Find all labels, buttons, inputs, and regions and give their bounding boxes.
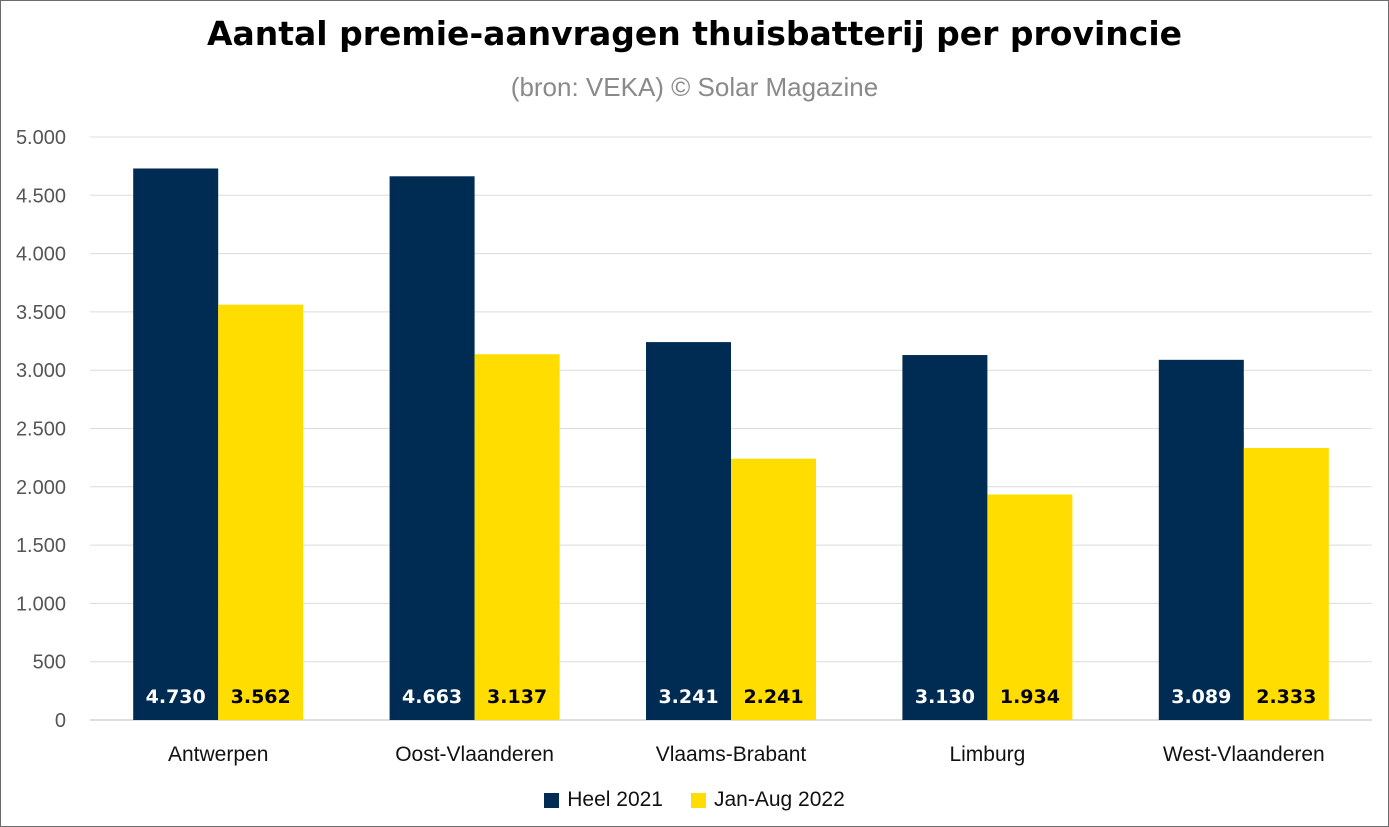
y-tick-label: 3.000 [16, 360, 66, 382]
y-tick-label: 4.000 [16, 244, 66, 266]
y-tick-label: 1.000 [16, 593, 66, 615]
x-category-label: Oost-Vlaanderen [395, 743, 554, 766]
x-category-label: West-Vlaanderen [1163, 743, 1325, 766]
y-tick-label: 500 [33, 652, 66, 674]
x-category-label: Antwerpen [168, 743, 268, 766]
data-label: 4.730 [146, 686, 206, 708]
bar-heel-2021 [389, 176, 475, 721]
bar-jan-aug-2022 [218, 304, 304, 720]
y-tick-label: 2.000 [16, 477, 66, 499]
y-tick-label: 1.500 [16, 535, 66, 557]
y-tick-label: 4.500 [16, 185, 66, 207]
legend-label-heel-2021: Heel 2021 [567, 788, 663, 811]
y-tick-label: 5.000 [16, 127, 66, 149]
legend-swatch-jan-aug-2022 [690, 792, 706, 808]
data-label: 2.241 [743, 686, 803, 708]
bar-heel-2021 [133, 168, 219, 720]
legend-item-jan-aug-2022: Jan-Aug 2022 [690, 788, 845, 812]
data-label: 4.663 [402, 686, 462, 708]
x-category-label: Vlaams-Brabant [656, 743, 807, 766]
legend-label-jan-aug-2022: Jan-Aug 2022 [713, 788, 845, 811]
legend: Heel 2021 Jan-Aug 2022 [0, 788, 1389, 812]
data-label: 3.130 [915, 686, 975, 708]
data-label: 1.934 [1000, 686, 1060, 708]
bar-heel-2021 [646, 342, 731, 720]
legend-item-heel-2021: Heel 2021 [544, 788, 663, 812]
data-label: 3.241 [658, 686, 718, 708]
data-label: 3.137 [487, 686, 547, 708]
x-category-label: Limburg [949, 743, 1025, 766]
data-label: 3.089 [1171, 686, 1231, 708]
bar-heel-2021 [902, 355, 988, 720]
legend-swatch-heel-2021 [544, 792, 560, 808]
bar-jan-aug-2022 [987, 494, 1073, 720]
bar-jan-aug-2022 [731, 458, 816, 720]
data-label: 2.333 [1256, 686, 1316, 708]
chart-subtitle: (bron: VEKA) © Solar Magazine [510, 72, 879, 102]
bar-jan-aug-2022 [1243, 447, 1329, 720]
y-tick-label: 2.500 [16, 419, 66, 441]
y-tick-label: 0 [55, 710, 66, 732]
data-label: 3.562 [231, 686, 291, 708]
bar-heel-2021 [1158, 359, 1244, 720]
y-tick-label: 3.500 [16, 302, 66, 324]
chart-title: Aantal premie-aanvragen thuisbatterij pe… [206, 14, 1183, 53]
bar-jan-aug-2022 [474, 354, 560, 720]
